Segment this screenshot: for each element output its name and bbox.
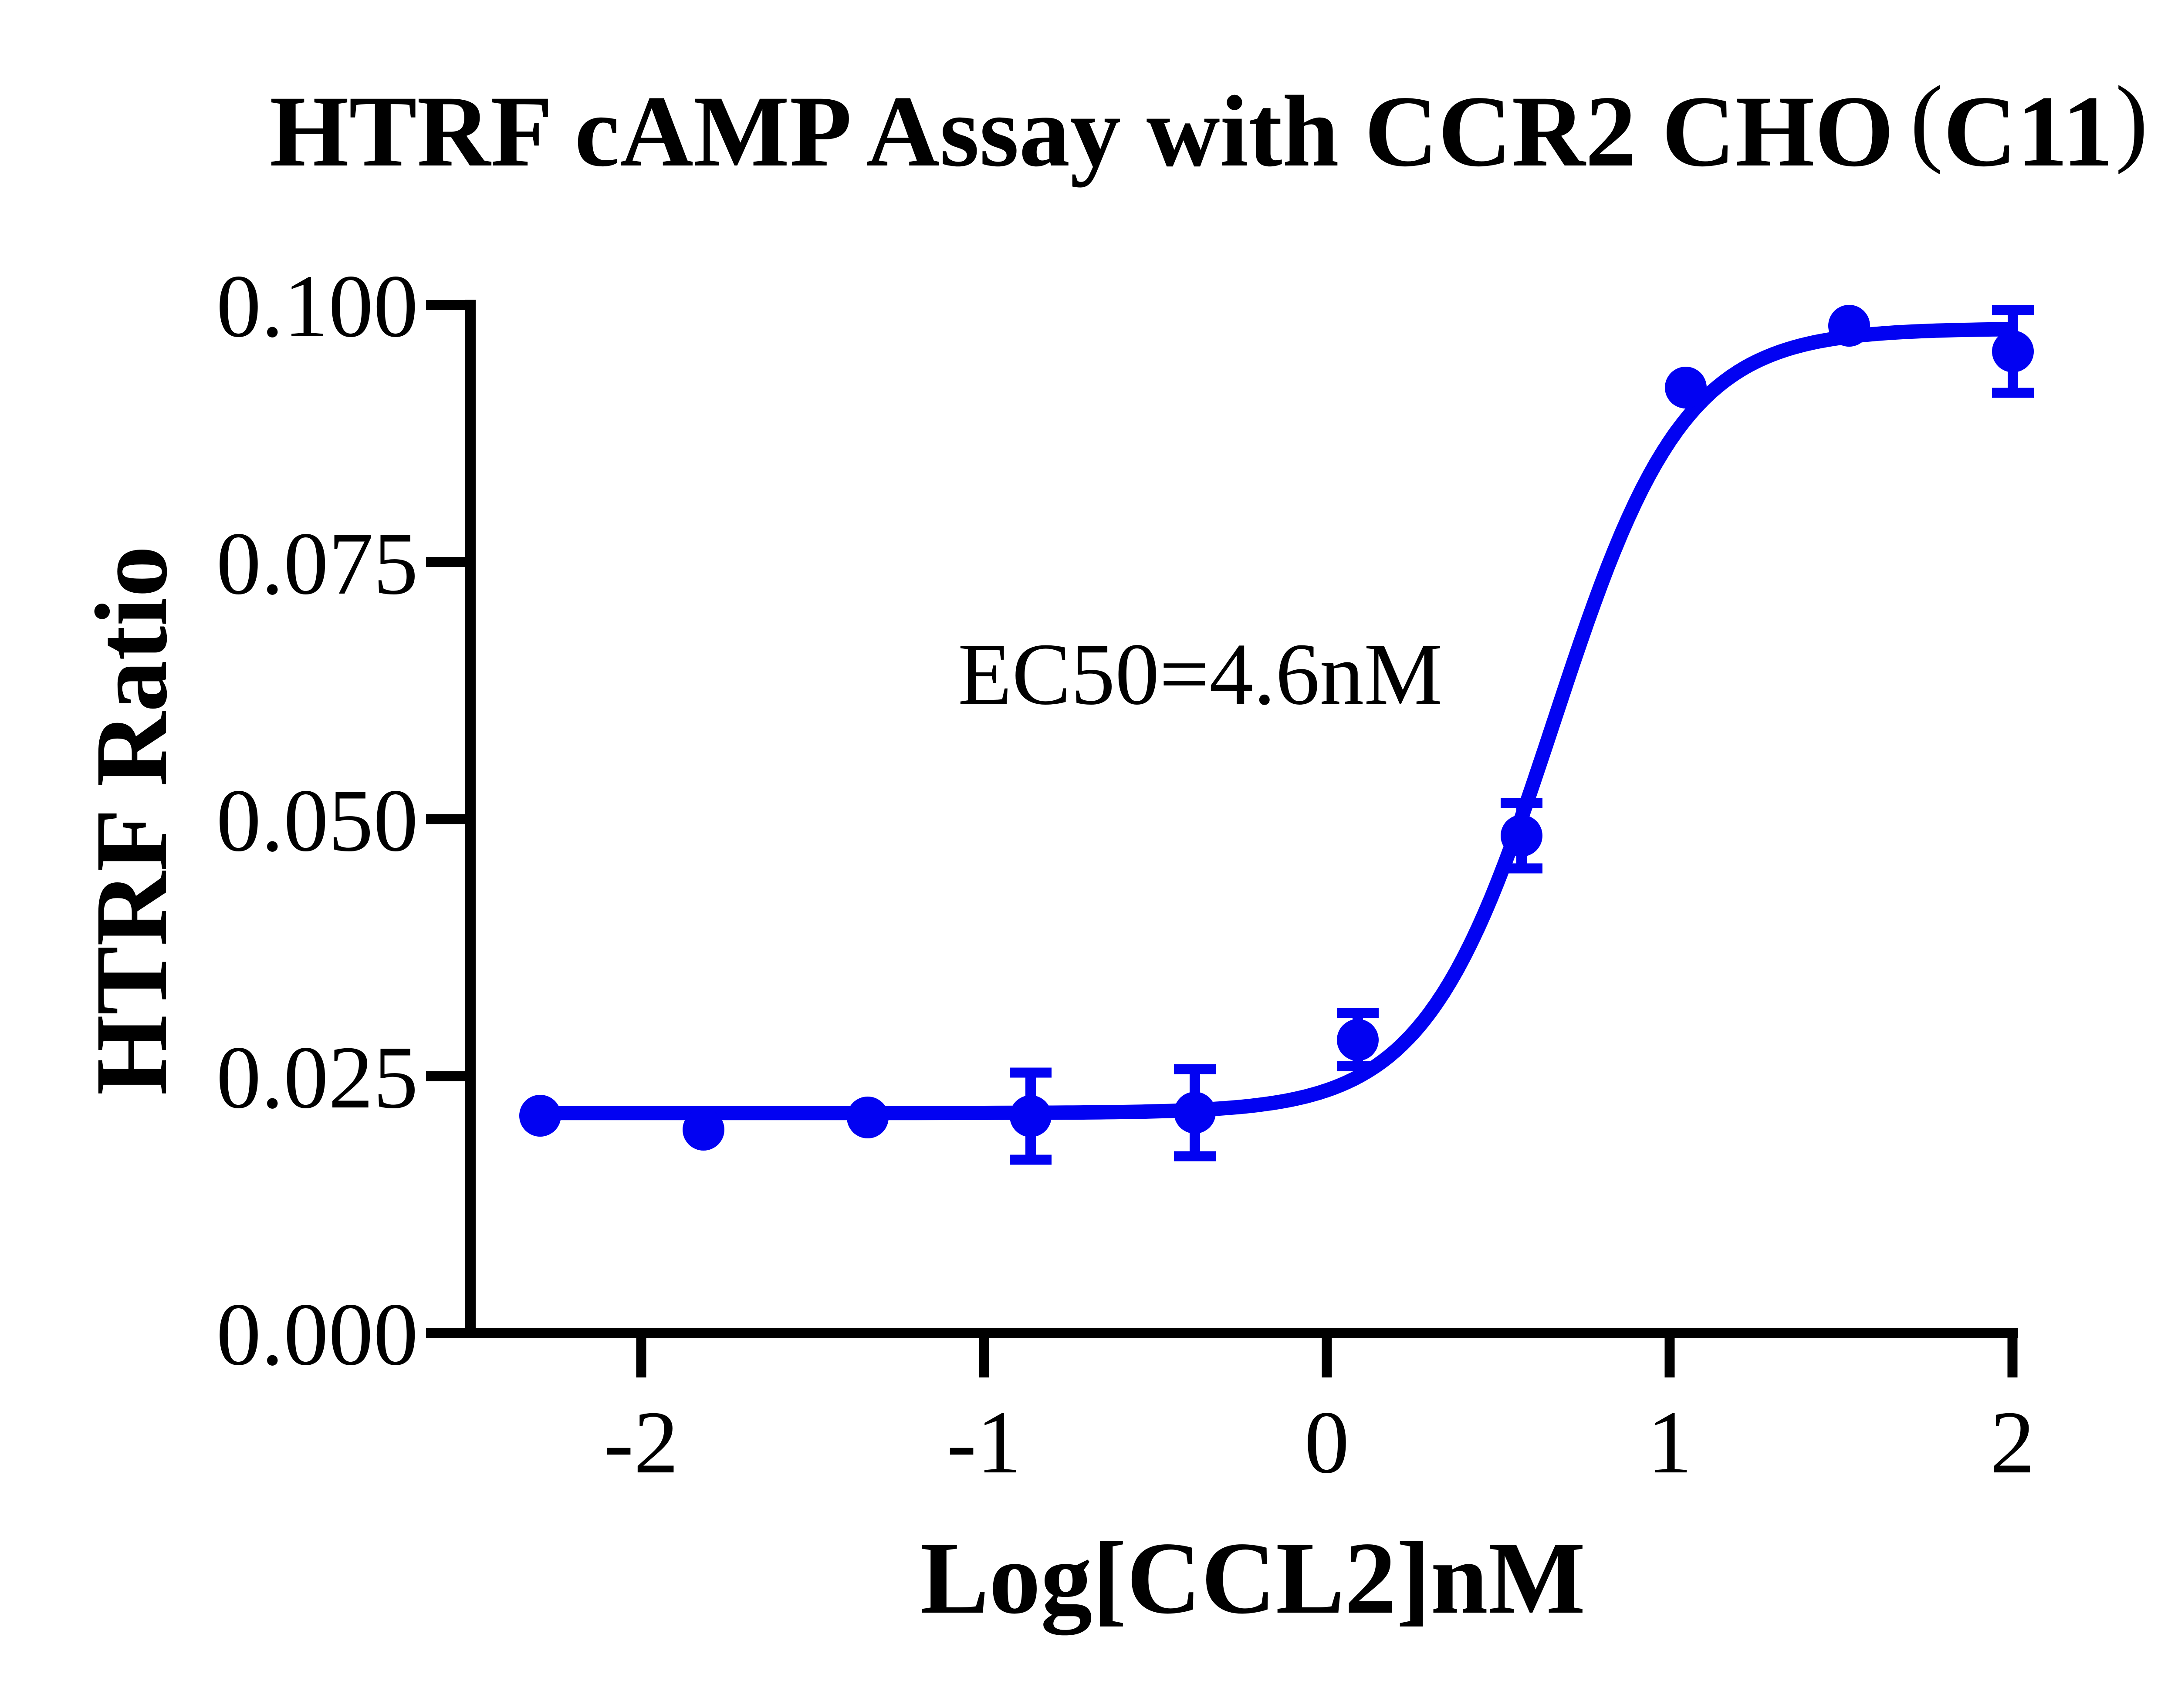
svg-text:EC50=4.6nM: EC50=4.6nM bbox=[958, 625, 1443, 723]
svg-text:2: 2 bbox=[1990, 1392, 2035, 1492]
svg-text:HTRF cAMP Assay with CCR2 CHO: HTRF cAMP Assay with CCR2 CHO bbox=[270, 74, 1894, 188]
svg-text:0: 0 bbox=[1305, 1392, 1349, 1492]
svg-text:0.025: 0.025 bbox=[216, 1027, 419, 1127]
svg-text:1: 1 bbox=[1647, 1392, 1692, 1492]
svg-text:Log[CCL2]nM: Log[CCL2]nM bbox=[920, 1521, 1585, 1635]
svg-text:): ) bbox=[2115, 66, 2148, 175]
svg-text:0.100: 0.100 bbox=[216, 256, 419, 356]
svg-text:(: ( bbox=[1910, 66, 1943, 175]
svg-text:C11: C11 bbox=[1943, 74, 2113, 188]
svg-text:0.050: 0.050 bbox=[216, 770, 419, 870]
svg-text:HTRF Ratio: HTRF Ratio bbox=[74, 546, 189, 1095]
svg-text:-2: -2 bbox=[604, 1392, 679, 1492]
svg-text:-1: -1 bbox=[947, 1392, 1021, 1492]
svg-text:0.000: 0.000 bbox=[216, 1284, 419, 1384]
svg-text:0.075: 0.075 bbox=[216, 513, 419, 613]
